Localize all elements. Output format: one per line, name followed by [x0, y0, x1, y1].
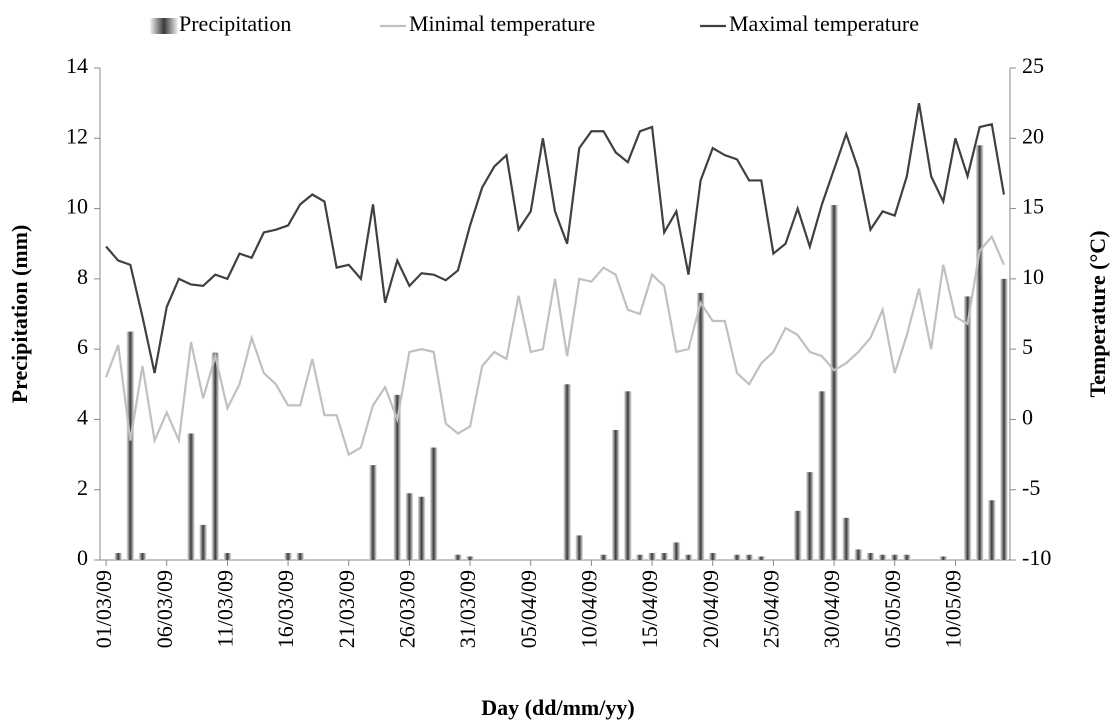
y2-tick-label: 15 — [1022, 194, 1044, 219]
legend-swatch — [150, 18, 178, 34]
y2-tick-label: 5 — [1022, 334, 1033, 359]
x-tick-label: 05/04/09 — [516, 570, 541, 648]
bar — [296, 552, 305, 560]
bar — [369, 465, 377, 560]
x-axis-label: Day (dd/mm/yy) — [481, 695, 634, 720]
bar — [842, 517, 851, 560]
bar — [599, 554, 608, 560]
x-tick-label: 11/03/09 — [212, 570, 237, 647]
legend-label: Precipitation — [179, 11, 291, 36]
bar — [902, 554, 911, 560]
bar — [866, 552, 875, 560]
bar — [223, 552, 232, 560]
x-tick-label: 20/04/09 — [698, 570, 723, 648]
bar — [684, 554, 693, 560]
bar — [138, 552, 147, 560]
y2-axis-label: Temperature (°C) — [1085, 230, 1110, 397]
y-tick-label: 4 — [77, 404, 88, 429]
legend-label: Maximal temperature — [729, 11, 919, 36]
bar — [284, 552, 292, 560]
bar — [660, 552, 669, 560]
bar — [199, 524, 208, 560]
y2-tick-label: 10 — [1022, 264, 1044, 289]
x-tick-label: 26/03/09 — [394, 570, 419, 648]
y2-tick-label: -10 — [1022, 545, 1051, 570]
bar — [1000, 278, 1008, 560]
bar — [466, 556, 474, 560]
y2-tick-label: 0 — [1022, 404, 1033, 429]
y-tick-label: 14 — [66, 53, 88, 78]
bar — [696, 292, 705, 560]
bar — [575, 535, 584, 560]
y-tick-label: 0 — [77, 545, 88, 570]
bar — [563, 384, 572, 560]
x-tick-label: 06/03/09 — [152, 570, 177, 648]
bar — [939, 556, 948, 560]
x-tick-label: 31/03/09 — [455, 570, 480, 648]
bar — [126, 331, 135, 560]
x-tick-label: 10/05/09 — [940, 570, 965, 648]
bar — [636, 554, 644, 560]
x-tick-label: 10/04/09 — [576, 570, 601, 648]
bar — [429, 447, 438, 560]
bar — [878, 554, 887, 560]
x-tick-label: 25/04/09 — [758, 570, 783, 648]
y-tick-label: 6 — [77, 334, 88, 359]
y-tick-label: 12 — [66, 123, 88, 148]
bar — [611, 429, 620, 560]
bar — [648, 552, 656, 560]
bar — [854, 549, 863, 560]
bar — [211, 352, 220, 560]
bar — [890, 554, 899, 560]
x-tick-label: 16/03/09 — [273, 570, 298, 648]
bar — [818, 391, 826, 560]
bar — [975, 145, 984, 561]
y-axis-label: Precipitation (mm) — [7, 225, 32, 404]
bar — [114, 552, 123, 560]
x-tick-label: 05/05/09 — [880, 570, 905, 648]
bar — [805, 472, 814, 560]
y2-tick-label: 20 — [1022, 123, 1044, 148]
bar — [963, 296, 972, 560]
bar — [745, 554, 754, 560]
bar — [405, 493, 414, 560]
y-tick-label: 2 — [77, 475, 88, 500]
x-tick-label: 21/03/09 — [334, 570, 359, 648]
bar — [417, 496, 426, 560]
bar — [672, 542, 681, 560]
bar — [393, 394, 402, 560]
line — [105, 234, 1005, 457]
bar — [830, 205, 838, 561]
y-tick-label: 8 — [77, 264, 88, 289]
x-tick-label: 30/04/09 — [819, 570, 844, 648]
bar — [187, 433, 195, 560]
bar — [623, 391, 632, 560]
bar — [733, 554, 741, 560]
y2-tick-label: 25 — [1022, 53, 1044, 78]
line — [105, 102, 1006, 374]
x-tick-label: 15/04/09 — [637, 570, 662, 648]
bar — [987, 500, 996, 560]
y-tick-label: 10 — [66, 194, 88, 219]
y2-tick-label: -5 — [1022, 475, 1040, 500]
legend-label: Minimal temperature — [409, 11, 595, 36]
bar — [454, 554, 462, 560]
x-tick-label: 01/03/09 — [91, 570, 116, 648]
bar — [793, 510, 802, 560]
bar — [708, 552, 717, 560]
bar — [757, 556, 766, 560]
